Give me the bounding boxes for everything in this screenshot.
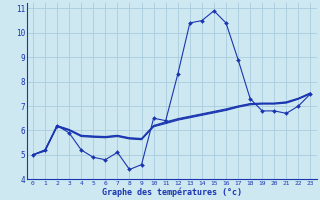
X-axis label: Graphe des températures (°c): Graphe des températures (°c) xyxy=(102,187,242,197)
